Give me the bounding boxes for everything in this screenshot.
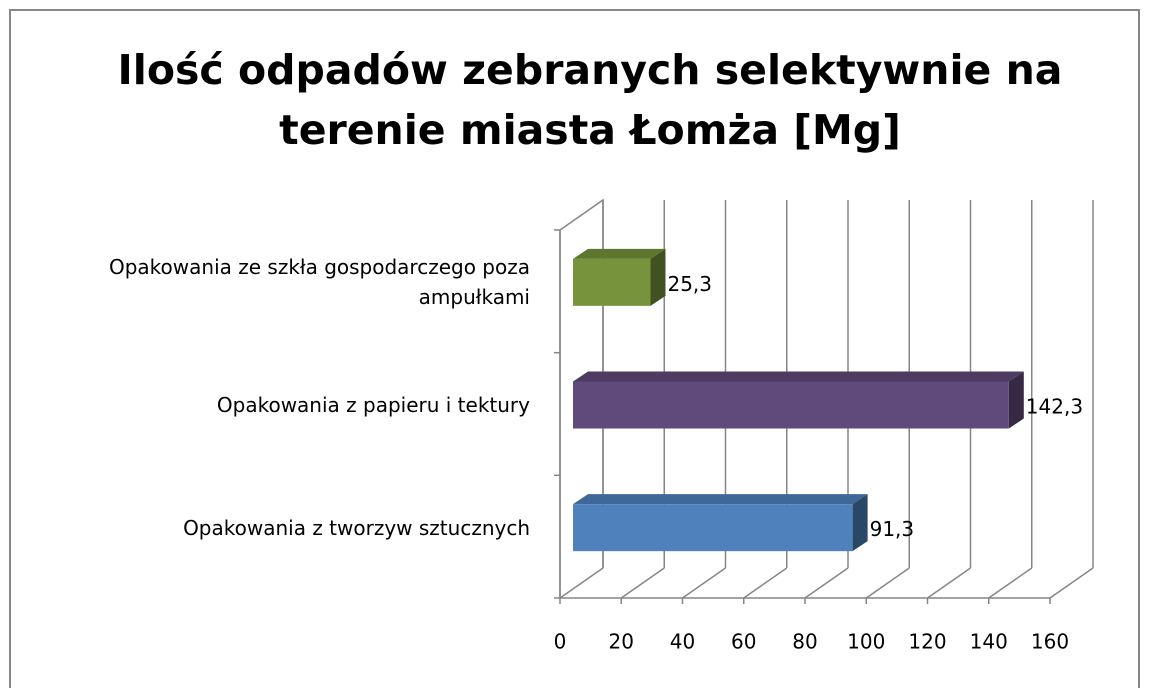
category-box: Opakowania ze szkła gospodarczego poza a… bbox=[108, 255, 530, 310]
category-box: Opakowania z papieru i tektury bbox=[216, 393, 530, 417]
category-label: Opakowania ze szkła gospodarczego poza a… bbox=[108, 255, 530, 310]
x-tick-label: 80 bbox=[792, 630, 817, 654]
bar-side bbox=[650, 248, 666, 306]
floor-line bbox=[865, 567, 910, 599]
category-label: Opakowania z papieru i tektury bbox=[216, 393, 530, 417]
bar-top bbox=[573, 371, 1024, 382]
bar-side bbox=[1008, 371, 1024, 429]
x-tick-label: 0 bbox=[554, 630, 567, 654]
x-tick-label: 60 bbox=[731, 630, 756, 654]
floor-line bbox=[682, 567, 726, 599]
x-tick-label: 160 bbox=[1031, 630, 1069, 654]
floor-line bbox=[804, 567, 849, 599]
x-tick-label: 120 bbox=[908, 630, 946, 654]
floor-line bbox=[559, 567, 604, 599]
floor-line bbox=[1049, 567, 1094, 599]
category-box: Opakowania z tworzyw sztucznych bbox=[183, 515, 530, 540]
floor-line bbox=[743, 567, 788, 599]
floor-line bbox=[988, 567, 1033, 599]
value-label: 142,3 bbox=[1026, 395, 1083, 419]
floor-line bbox=[620, 567, 665, 599]
bar-top bbox=[573, 248, 666, 259]
bar-top bbox=[573, 494, 868, 505]
x-tick-label: 40 bbox=[670, 630, 695, 654]
floor-line bbox=[927, 567, 971, 599]
chart-border bbox=[9, 9, 1140, 688]
value-label: 91,3 bbox=[870, 517, 915, 541]
x-tick-label: 100 bbox=[847, 630, 885, 654]
chart-title: Ilość odpadów zebranych selektywnie na t… bbox=[117, 46, 1063, 154]
x-tick-label: 140 bbox=[970, 630, 1008, 654]
title-box: Ilość odpadów zebranych selektywnie na t… bbox=[117, 46, 1063, 154]
bar bbox=[573, 381, 1009, 429]
x-tick-label: 20 bbox=[609, 630, 634, 654]
category-label: Opakowania z tworzyw sztucznych bbox=[183, 515, 530, 540]
bar-side bbox=[852, 494, 868, 552]
bar bbox=[573, 258, 651, 306]
value-label: 25,3 bbox=[667, 272, 712, 296]
bar bbox=[573, 504, 853, 552]
